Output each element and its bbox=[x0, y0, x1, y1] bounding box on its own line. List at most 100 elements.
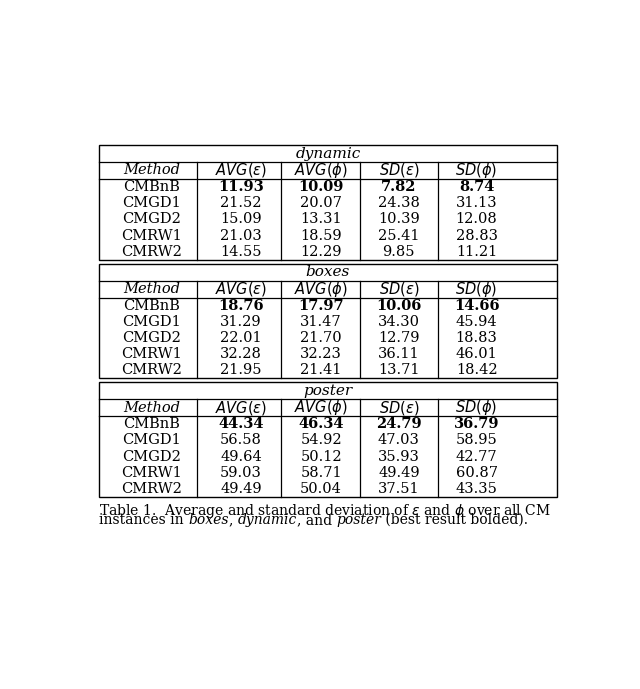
Text: 59.03: 59.03 bbox=[220, 466, 262, 480]
Text: 31.29: 31.29 bbox=[220, 315, 262, 329]
Text: boxes: boxes bbox=[306, 265, 350, 279]
Bar bbox=[99, 264, 557, 378]
Text: 21.03: 21.03 bbox=[220, 229, 262, 243]
Text: 24.79: 24.79 bbox=[376, 417, 422, 431]
Text: 21.95: 21.95 bbox=[220, 363, 262, 378]
Text: 10.06: 10.06 bbox=[376, 298, 422, 313]
Text: 21.70: 21.70 bbox=[300, 331, 342, 345]
Text: 13.31: 13.31 bbox=[300, 212, 342, 227]
Text: 25.41: 25.41 bbox=[378, 229, 420, 243]
Text: 20.07: 20.07 bbox=[300, 196, 342, 210]
Bar bbox=[99, 145, 557, 260]
Text: 47.03: 47.03 bbox=[378, 433, 420, 447]
Text: 31.13: 31.13 bbox=[456, 196, 497, 210]
Text: 32.23: 32.23 bbox=[300, 347, 342, 361]
Text: $SD(\phi)$: $SD(\phi)$ bbox=[456, 161, 498, 180]
Text: 49.49: 49.49 bbox=[378, 466, 420, 480]
Text: CMBnB: CMBnB bbox=[124, 180, 180, 194]
Text: $SD(\epsilon)$: $SD(\epsilon)$ bbox=[379, 280, 419, 298]
Text: CMGD2: CMGD2 bbox=[122, 331, 181, 345]
Text: 44.34: 44.34 bbox=[218, 417, 264, 431]
Text: 13.71: 13.71 bbox=[378, 363, 420, 378]
Text: 36.79: 36.79 bbox=[454, 417, 499, 431]
Text: boxes: boxes bbox=[188, 513, 229, 527]
Text: 43.35: 43.35 bbox=[456, 482, 497, 496]
Text: 45.94: 45.94 bbox=[456, 315, 497, 329]
Bar bbox=[99, 382, 557, 497]
Text: 28.83: 28.83 bbox=[456, 229, 498, 243]
Text: 56.58: 56.58 bbox=[220, 433, 262, 447]
Text: CMGD1: CMGD1 bbox=[123, 433, 181, 447]
Text: 49.49: 49.49 bbox=[220, 482, 262, 496]
Text: 58.71: 58.71 bbox=[300, 466, 342, 480]
Text: 21.52: 21.52 bbox=[220, 196, 262, 210]
Text: 54.92: 54.92 bbox=[300, 433, 342, 447]
Text: 24.38: 24.38 bbox=[378, 196, 420, 210]
Text: 36.11: 36.11 bbox=[378, 347, 420, 361]
Text: CMGD2: CMGD2 bbox=[122, 449, 181, 464]
Text: 7.82: 7.82 bbox=[381, 180, 417, 194]
Text: ,: , bbox=[229, 513, 237, 527]
Text: 14.66: 14.66 bbox=[454, 298, 499, 313]
Text: 18.59: 18.59 bbox=[300, 229, 342, 243]
Text: 37.51: 37.51 bbox=[378, 482, 420, 496]
Text: 18.76: 18.76 bbox=[218, 298, 264, 313]
Text: $AVG(\phi)$: $AVG(\phi)$ bbox=[294, 280, 348, 298]
Text: $AVG(\epsilon)$: $AVG(\epsilon)$ bbox=[215, 161, 267, 179]
Text: Method: Method bbox=[124, 400, 180, 415]
Text: 60.87: 60.87 bbox=[456, 466, 498, 480]
Text: 12.29: 12.29 bbox=[300, 245, 342, 258]
Text: CMGD1: CMGD1 bbox=[123, 196, 181, 210]
Text: 46.01: 46.01 bbox=[456, 347, 497, 361]
Text: $SD(\phi)$: $SD(\phi)$ bbox=[456, 280, 498, 298]
Text: CMRW2: CMRW2 bbox=[122, 482, 182, 496]
Text: CMRW2: CMRW2 bbox=[122, 363, 182, 378]
Text: , and: , and bbox=[297, 513, 337, 527]
Text: CMBnB: CMBnB bbox=[124, 417, 180, 431]
Text: Table 1.  Average and standard deviation of $\epsilon$ and $\phi$ over all CM: Table 1. Average and standard deviation … bbox=[99, 502, 551, 520]
Text: 10.39: 10.39 bbox=[378, 212, 420, 227]
Text: CMGD2: CMGD2 bbox=[122, 212, 181, 227]
Text: 10.09: 10.09 bbox=[298, 180, 344, 194]
Text: dynamic: dynamic bbox=[237, 513, 297, 527]
Text: 31.47: 31.47 bbox=[300, 315, 342, 329]
Text: CMBnB: CMBnB bbox=[124, 298, 180, 313]
Text: Method: Method bbox=[124, 282, 180, 296]
Text: (best result bolded).: (best result bolded). bbox=[381, 513, 528, 527]
Text: 11.93: 11.93 bbox=[218, 180, 264, 194]
Text: CMRW1: CMRW1 bbox=[122, 229, 182, 243]
Text: 50.12: 50.12 bbox=[300, 449, 342, 464]
Text: 58.95: 58.95 bbox=[456, 433, 497, 447]
Text: 8.74: 8.74 bbox=[459, 180, 494, 194]
Text: $AVG(\phi)$: $AVG(\phi)$ bbox=[294, 398, 348, 417]
Text: Method: Method bbox=[124, 163, 180, 178]
Text: 17.97: 17.97 bbox=[298, 298, 344, 313]
Text: 35.93: 35.93 bbox=[378, 449, 420, 464]
Text: dynamic: dynamic bbox=[296, 147, 360, 161]
Text: 15.09: 15.09 bbox=[220, 212, 262, 227]
Text: $AVG(\phi)$: $AVG(\phi)$ bbox=[294, 161, 348, 180]
Text: 46.34: 46.34 bbox=[298, 417, 344, 431]
Text: 49.64: 49.64 bbox=[220, 449, 262, 464]
Text: 12.08: 12.08 bbox=[456, 212, 497, 227]
Text: 32.28: 32.28 bbox=[220, 347, 262, 361]
Text: poster: poster bbox=[303, 384, 353, 398]
Text: $AVG(\epsilon)$: $AVG(\epsilon)$ bbox=[215, 399, 267, 417]
Text: poster: poster bbox=[337, 513, 381, 527]
Text: CMGD1: CMGD1 bbox=[123, 315, 181, 329]
Text: 11.21: 11.21 bbox=[456, 245, 497, 258]
Text: CMRW2: CMRW2 bbox=[122, 245, 182, 258]
Text: CMRW1: CMRW1 bbox=[122, 466, 182, 480]
Text: $SD(\epsilon)$: $SD(\epsilon)$ bbox=[379, 161, 419, 179]
Text: 50.04: 50.04 bbox=[300, 482, 342, 496]
Text: instances in: instances in bbox=[99, 513, 188, 527]
Text: CMRW1: CMRW1 bbox=[122, 347, 182, 361]
Text: 34.30: 34.30 bbox=[378, 315, 420, 329]
Text: 18.83: 18.83 bbox=[456, 331, 497, 345]
Text: 21.41: 21.41 bbox=[300, 363, 342, 378]
Text: 14.55: 14.55 bbox=[220, 245, 262, 258]
Text: $AVG(\epsilon)$: $AVG(\epsilon)$ bbox=[215, 280, 267, 298]
Text: 12.79: 12.79 bbox=[378, 331, 420, 345]
Text: $SD(\phi)$: $SD(\phi)$ bbox=[456, 398, 498, 417]
Text: $SD(\epsilon)$: $SD(\epsilon)$ bbox=[379, 399, 419, 417]
